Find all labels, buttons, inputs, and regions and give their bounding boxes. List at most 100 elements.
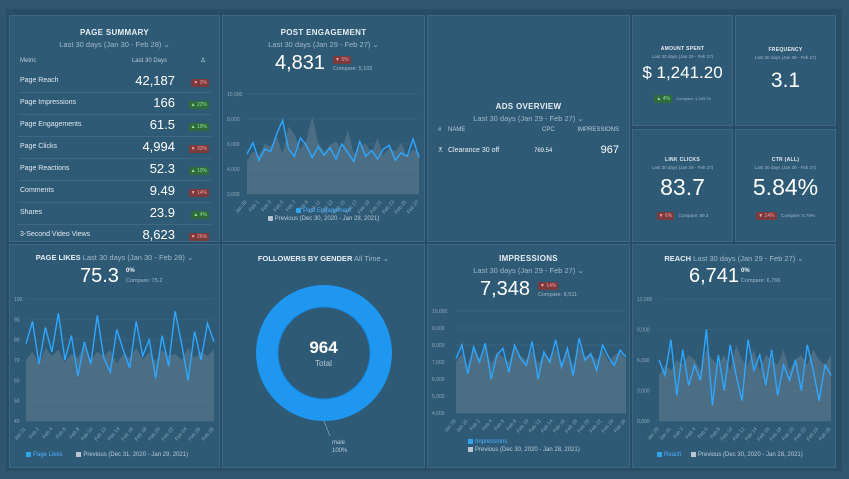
followers-gender-panel: FOLLOWERS BY GENDER All Time ⌄ 964 Total…: [222, 244, 425, 468]
slice-pct: 100%: [332, 448, 348, 454]
x-tick-label: Feb 2: [469, 418, 482, 432]
ctr-range[interactable]: Last 30 days (Jan 29 - Feb 27): [754, 165, 817, 170]
page-likes-title: PAGE LIKES: [35, 253, 81, 262]
link-clicks-value: 83.7: [660, 174, 705, 200]
legend-previous[interactable]: Previous (Dec 30, 2020 - Jan 28, 2021): [223, 216, 424, 222]
link-clicks-range[interactable]: Last 30 days (Jan 29 - Feb 27): [651, 165, 714, 170]
previous-series-area: [456, 345, 626, 413]
legend-previous[interactable]: Previous (Dec 30, 2020 - Jan 28, 2021): [691, 452, 803, 458]
ads-overview-range[interactable]: Last 30 days (Jan 29 - Feb 27) ⌄: [428, 114, 629, 123]
current-series-line: [246, 117, 420, 164]
current-series-line: [25, 311, 215, 381]
y-tick-label: 10,000: [227, 92, 243, 98]
impressions-compare: Compare: 8,511: [538, 292, 578, 298]
reach-compare: Compare: 6,766: [741, 278, 781, 284]
legend-previous-label: Previous (Dec 30, 2020 - Jan 28, 2021): [698, 452, 803, 459]
page-likes-range[interactable]: Last 30 days (Jan 30 - Feb 28): [82, 253, 185, 262]
ad-impressions: 967: [600, 144, 619, 156]
amount-spent-delta: ▲ 4%: [654, 95, 672, 103]
date-range-label: Last 30 days (Jan 29 - Feb 27): [473, 114, 576, 123]
y-tick-label: 12,000: [637, 297, 653, 303]
x-tick-label: Jan 31: [455, 418, 469, 434]
checkbox-icon: [691, 452, 697, 457]
ctr-delta-row: ▼ 14% Compare: 6.79%: [736, 204, 835, 222]
frequency-value: 3.1: [770, 69, 801, 92]
col-delta: Δ: [200, 58, 205, 64]
x-tick-label: Feb 2: [672, 426, 685, 440]
chevron-down-icon[interactable]: ⌄: [797, 254, 804, 263]
donut-total-label: Total: [315, 359, 332, 368]
current-series-line: [658, 329, 832, 406]
x-tick-label: Feb 22: [161, 426, 176, 442]
ad-name: Clearance 30 off: [448, 147, 500, 154]
legend-current[interactable]: Impressions: [468, 439, 580, 445]
followers-gender-range[interactable]: All Time: [354, 254, 381, 263]
y-tick-label: 3,000: [637, 389, 650, 395]
frequency-title: FREQUENCY: [768, 47, 803, 53]
checkbox-icon: [296, 208, 302, 213]
checkbox-icon: [76, 452, 82, 457]
date-range-label: Last 30 days (Jan 30 - Feb 28): [59, 40, 162, 49]
checkbox-icon: [468, 439, 473, 444]
link-clicks-panel: LINK CLICKS Last 30 days (Jan 29 - Feb 2…: [632, 129, 733, 242]
summary-row-value: 52.3: [149, 161, 175, 176]
legend-previous-label: Previous (Dec 31, 2020 - Jan 29, 2021): [83, 452, 189, 459]
frequency-panel: FREQUENCY Last 30 days (Jan 29 - Feb 27)…: [735, 15, 836, 126]
followers-gender-title: FOLLOWERS BY GENDER: [257, 254, 353, 263]
summary-row-value: 42,187: [135, 73, 175, 88]
y-tick-label: 5,000: [432, 394, 445, 400]
impressions-range[interactable]: Last 30 days (Jan 29 - Feb 27) ⌄: [428, 266, 629, 275]
impressions-delta: ▼ 14%: [538, 282, 559, 290]
summary-row-label: Page Clicks: [20, 143, 57, 150]
x-tick-label: Feb 24: [174, 426, 189, 442]
frequency-range[interactable]: Last 30 days (Jan 29 - Feb 27): [754, 55, 817, 60]
summary-row-label: 3-Second Video Views: [20, 231, 91, 238]
ads-table-row[interactable]: ⵅ Clearance 30 off 769.54 967: [438, 144, 621, 160]
impressions-legend: Impressions Previous (Dec 30, 2020 - Jan…: [468, 439, 580, 453]
post-engagement-compare: Compare: 5,102: [333, 66, 373, 72]
impressions-panel: IMPRESSIONS Last 30 days (Jan 29 - Feb 2…: [427, 244, 630, 468]
summary-row-delta: ▲ 4%: [191, 211, 209, 219]
ctr-compare: Compare: 6.79%: [781, 213, 815, 218]
slice-label: male: [332, 440, 346, 446]
impressions-title: IMPRESSIONS: [499, 254, 558, 263]
link-clicks-delta-row: ▼ 6% Compare: 89.3: [633, 204, 732, 222]
legend-current[interactable]: Reach: [657, 452, 681, 458]
amount-spent-title: AMOUNT SPENT: [660, 46, 705, 52]
legend-current-label: Impressions: [475, 439, 508, 446]
legend-previous[interactable]: Previous (Dec 31, 2020 - Jan 29, 2021): [76, 452, 188, 458]
legend-current[interactable]: Page Likes: [26, 452, 63, 458]
summary-row: Page Impressions 166 ▲ 22%: [18, 93, 211, 115]
link-clicks-compare: Compare: 89.3: [678, 213, 709, 218]
summary-row-delta: ▼ 26%: [188, 233, 209, 241]
ctr-value: 5.84%: [752, 174, 819, 200]
post-engagement-delta: ▼ 5%: [333, 56, 351, 64]
y-tick-label: 60: [14, 378, 20, 384]
summary-row-value: 8,623: [142, 227, 175, 242]
col-metric: Metric: [20, 58, 37, 64]
link-clicks-delta: ▼ 6%: [656, 212, 675, 220]
impressions-value: 7,348: [480, 278, 531, 300]
legend-previous[interactable]: Previous (Dec 30, 2020 - Jan 28, 2021): [468, 447, 580, 453]
x-tick-label: Feb 4: [481, 418, 494, 432]
x-tick-label: Feb 10: [80, 426, 95, 442]
page-summary-range[interactable]: Last 30 days (Jan 30 - Feb 28) ⌄: [10, 40, 219, 49]
reach-range[interactable]: Last 30 days (Jan 29 - Feb 27): [693, 254, 796, 263]
y-tick-label: 50: [14, 399, 20, 405]
col-last30: Last 30 Days: [131, 58, 167, 64]
x-tick-label: Feb 6: [493, 418, 506, 432]
date-range-label: Last 30 days (Jan 29 - Feb 27): [473, 266, 576, 275]
chevron-down-icon[interactable]: ⌄: [382, 254, 390, 263]
legend-current[interactable]: Post Engagement: [223, 208, 424, 214]
summary-row-delta: ▼ 33%: [188, 145, 209, 153]
x-tick-label: Feb 14: [107, 426, 122, 442]
chevron-down-icon[interactable]: ⌄: [186, 253, 194, 262]
amount-spent-range[interactable]: Last 30 days (Jan 29 - Feb 27): [651, 54, 714, 59]
summary-row-label: Page Reach: [20, 77, 59, 84]
summary-row-value: 23.9: [149, 205, 175, 220]
reach-header: REACH Last 30 days (Jan 29 - Feb 27) ⌄: [633, 254, 835, 263]
post-engagement-range[interactable]: Last 30 days (Jan 29 - Feb 27) ⌄: [223, 40, 424, 49]
legend-current-label: Post Engagement: [303, 208, 351, 215]
post-engagement-legend: Post Engagement Previous (Dec 30, 2020 -…: [223, 208, 424, 222]
